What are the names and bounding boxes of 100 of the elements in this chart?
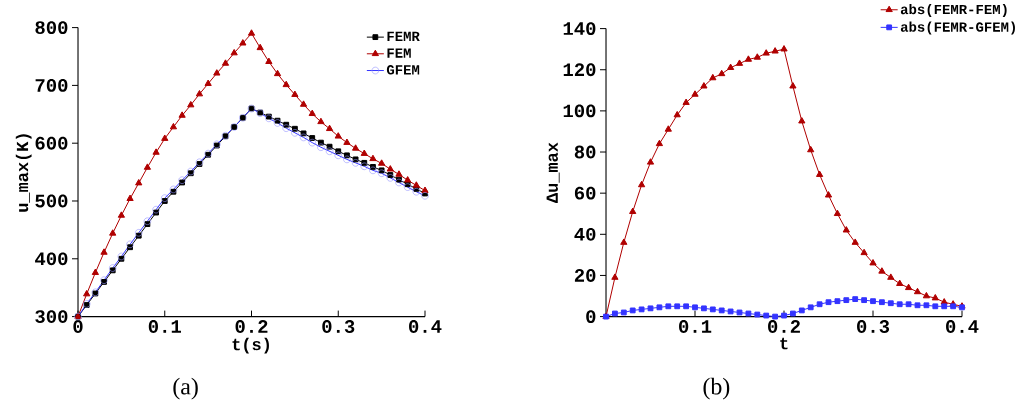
- x-tick-label: 0.2: [768, 320, 800, 334]
- point: [404, 176, 412, 183]
- point: [726, 63, 735, 71]
- point: [941, 303, 948, 310]
- point: [922, 292, 931, 299]
- point: [807, 146, 815, 153]
- point: [718, 307, 725, 314]
- y-tick-label: 400: [35, 252, 68, 266]
- text: (a): [173, 377, 198, 400]
- point: [709, 74, 717, 81]
- point: [932, 303, 939, 310]
- legend-label: abs(FEMR-FEM): [900, 4, 1007, 18]
- point: [870, 298, 876, 305]
- y-tick-label: 80: [574, 145, 596, 159]
- point: [753, 53, 761, 60]
- point: [843, 297, 850, 304]
- point: [727, 308, 734, 315]
- point: [239, 39, 247, 46]
- point: [869, 259, 877, 266]
- point: [109, 229, 117, 236]
- legend-label: GFEM: [386, 65, 420, 75]
- point: [754, 311, 761, 318]
- point: [683, 303, 690, 310]
- point: [904, 283, 913, 291]
- y-axis-title: Δu_max: [546, 142, 560, 204]
- point: [914, 302, 921, 309]
- point: [691, 90, 699, 97]
- point: [204, 79, 212, 87]
- point: [638, 306, 645, 313]
- y-tick-label: 300: [35, 310, 68, 324]
- y-tick-label: 20: [574, 269, 596, 283]
- point: [195, 90, 204, 97]
- point: [851, 238, 859, 246]
- point: [700, 82, 708, 89]
- x-tick-label: 0.4: [409, 320, 442, 334]
- x-axis-title: t: [780, 338, 788, 350]
- y-tick-label: 500: [35, 194, 68, 208]
- x-tick-label: 0: [73, 320, 83, 334]
- point: [798, 307, 805, 314]
- point: [815, 170, 824, 178]
- point: [629, 207, 637, 215]
- point: [789, 82, 797, 89]
- point: [664, 125, 672, 132]
- point: [763, 312, 770, 319]
- point: [887, 273, 895, 281]
- point: [143, 163, 152, 170]
- point: [291, 90, 299, 98]
- point: [221, 59, 230, 66]
- legend-label: FEMR: [387, 31, 420, 42]
- point: [646, 158, 655, 165]
- point: [887, 300, 894, 307]
- y-tick-label: 600: [35, 136, 68, 150]
- point: [673, 111, 681, 118]
- y-tick-label: 800: [35, 21, 68, 35]
- point: [923, 302, 930, 309]
- point: [213, 69, 221, 76]
- point: [790, 310, 796, 317]
- point: [299, 100, 308, 107]
- y-tick-label: 100: [563, 104, 596, 118]
- x-tick-label: 0.2: [235, 320, 268, 334]
- point: [807, 304, 814, 311]
- x-tick-label: 0.3: [322, 320, 355, 334]
- point: [852, 296, 859, 303]
- point: [620, 238, 628, 246]
- x-tick-label: 0.3: [857, 320, 890, 334]
- x-tick-label: 0.4: [946, 320, 979, 334]
- point: [325, 124, 334, 132]
- point: [878, 267, 886, 274]
- point: [905, 301, 912, 308]
- point: [682, 98, 690, 106]
- point: [824, 191, 833, 198]
- point: [781, 312, 787, 319]
- point: [735, 59, 744, 67]
- point: [833, 209, 842, 217]
- point: [256, 43, 264, 51]
- point: [273, 69, 282, 77]
- point: [745, 310, 752, 317]
- y-tick-label: 120: [563, 63, 596, 77]
- point: [117, 211, 125, 218]
- point: [152, 148, 160, 155]
- point: [612, 310, 618, 317]
- point: [308, 109, 316, 117]
- legend-label: abs(FEMR-GFEM): [900, 21, 1015, 35]
- point: [265, 57, 273, 65]
- point: [656, 304, 663, 311]
- point: [83, 290, 91, 297]
- y-tick-label: 140: [563, 22, 596, 36]
- point: [369, 154, 377, 162]
- point: [718, 69, 726, 77]
- point: [931, 294, 939, 301]
- point: [647, 305, 654, 312]
- point: [816, 301, 823, 308]
- point: [771, 47, 779, 54]
- point: [412, 181, 420, 188]
- x-tick-label: 0.1: [679, 320, 712, 334]
- point: [860, 248, 868, 256]
- point: [896, 301, 903, 308]
- point: [247, 29, 256, 36]
- point: [701, 305, 707, 312]
- point: [744, 55, 753, 62]
